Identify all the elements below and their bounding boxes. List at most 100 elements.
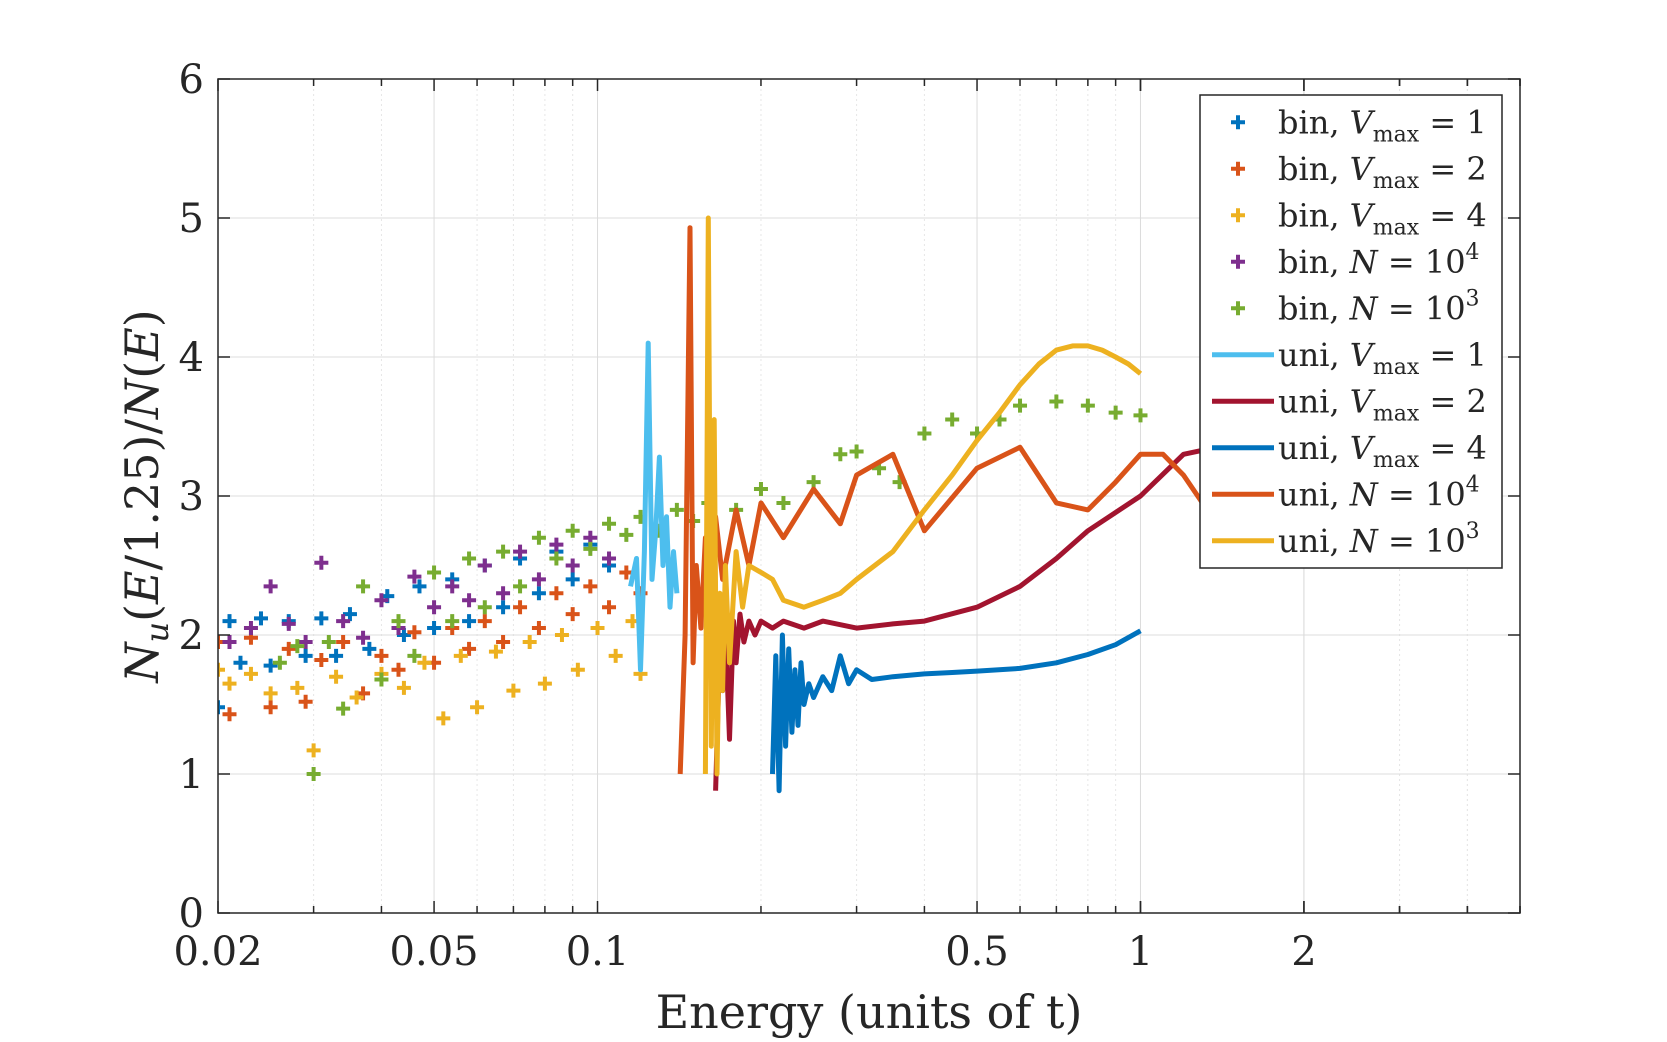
scatter-point [218,662,225,677]
scatter-point [391,662,406,677]
series-line-path [677,225,1305,775]
scatter-point [349,690,364,705]
scatter-point [362,641,377,656]
scatter-point [436,711,451,726]
scatter-point [565,558,580,573]
legend-label: bin, Vmax = 2 [1278,150,1487,194]
scatter-point [590,621,605,636]
y-axis-title-text: Nu(E/1.25)/N(E) [115,309,176,684]
series-line-path [770,628,1142,794]
scatter-point [342,607,357,622]
series-line-path [713,440,1306,791]
scatter-point [602,551,617,566]
x-axis-title-text: Energy (units of t) [656,985,1083,1039]
series-line-path [628,340,680,673]
scatter-point [356,630,371,645]
y-axis-title: Nu(E/1.25)/N(E) [115,309,176,684]
scatter-point [462,593,477,608]
scatter-point [427,600,442,615]
scatter-point [1049,394,1064,409]
legend-label: bin, Vmax = 1 [1278,103,1487,147]
scatter-point [833,447,848,462]
scatter-point [602,600,617,615]
scatter-point [306,743,321,758]
y-tick-label: 3 [179,474,204,520]
scatter-point [477,600,492,615]
scatter-point [669,502,684,517]
scatter-point [565,523,580,538]
scatter-point [412,579,427,594]
legend-label: uni, Vmax = 1 [1278,336,1487,380]
y-tick-label: 5 [179,196,204,242]
scatter-point [374,593,389,608]
scatter-point [374,672,389,687]
scatter-point [1013,398,1028,413]
scatter-point [1133,408,1148,423]
legend-marker [1231,208,1245,223]
scatter-point [513,544,528,559]
scatter-point [531,530,546,545]
legend-item: bin, N = 103 [1231,286,1480,327]
plot-area [218,215,1306,794]
legend-item: uni, Vmax = 2 [1212,382,1487,426]
legend-item: uni, N = 104 [1212,472,1480,513]
legend-marker [1231,161,1245,176]
x-axis-title: Energy (units of t) [656,985,1083,1039]
legend-label: bin, Vmax = 4 [1278,196,1487,240]
x-tick-label: 0.05 [390,929,479,975]
legend-box [1199,94,1503,569]
scatter-point [290,680,305,695]
scatter-point [427,621,442,636]
x-tick-label: 0.02 [173,929,262,975]
scatter-point [549,586,564,601]
scatter-point [298,648,313,663]
scatter-point [290,639,305,654]
legend-item: uni, N = 103 [1212,519,1480,560]
scatter-point [554,628,569,642]
scatter-point [445,614,460,629]
scatter-point [298,694,313,709]
series-scatter-3 [222,530,617,649]
series-line-6 [713,440,1306,791]
legend-label: uni, N = 104 [1278,472,1480,513]
scatter-point [549,551,564,566]
legend-label: uni, Vmax = 4 [1278,429,1487,473]
scatter-point [522,634,537,649]
y-tick-label: 2 [179,613,204,659]
legend-marker [1231,301,1245,316]
scatter-point [263,686,278,701]
scatter-point [477,614,492,629]
scatter-point [427,565,442,580]
legend-item: bin, Vmax = 4 [1231,196,1487,240]
scatter-point [396,680,411,695]
scatter-point [417,655,432,670]
scatter-point [496,586,511,601]
scatter-point [336,701,351,716]
scatter-point [753,482,768,497]
scatter-point [531,572,546,587]
scatter-point [488,644,503,659]
scatter-point [407,648,422,663]
scatter-point [1080,398,1095,413]
series-line-8 [677,225,1305,775]
scatter-point [356,579,371,594]
scatter-point [565,572,580,587]
legend-item: bin, Vmax = 1 [1231,103,1487,147]
scatter-point [306,767,321,781]
scatter-point [917,426,932,441]
x-tick-label: 2 [1291,929,1316,975]
scatter-point [496,634,511,649]
scatter-point [329,648,344,663]
scatter-point [583,579,598,594]
scatter-point [407,569,422,584]
scatter-point [222,676,237,691]
scatter-point [565,607,580,622]
legend-label: bin, N = 104 [1278,240,1480,281]
scatter-point [513,600,528,615]
scatter-point [462,614,477,629]
y-tick-label: 6 [179,57,204,103]
scatter-point [570,662,585,677]
x-tick-label: 0.5 [945,929,1009,975]
scatter-point [336,634,351,649]
